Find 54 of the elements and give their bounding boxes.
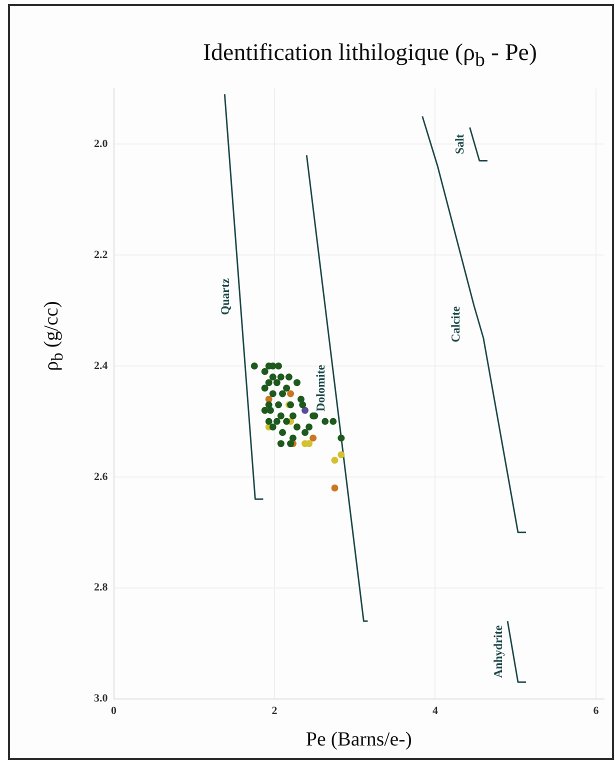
chart-title: Identification lithilogique (ρ$_{b}$ - Pe) <box>202 40 538 72</box>
point <box>261 406 268 414</box>
point <box>266 406 274 414</box>
point <box>275 401 282 408</box>
point <box>269 423 276 430</box>
point <box>277 412 284 420</box>
point <box>261 368 268 376</box>
point <box>250 362 258 370</box>
text: Anhydrite <box>490 624 505 678</box>
point <box>306 423 313 430</box>
point <box>265 379 272 386</box>
point <box>310 434 317 442</box>
point <box>289 434 296 442</box>
text: Dolomite <box>313 364 328 412</box>
point <box>269 374 276 381</box>
x-tick-label: 4 <box>432 705 438 718</box>
y-tick-label: 2.8 <box>94 582 108 594</box>
x-tick-label: 2 <box>272 705 278 718</box>
point <box>322 418 329 425</box>
point <box>273 418 280 425</box>
x-tick-label: 0 <box>111 705 117 718</box>
point <box>283 384 290 392</box>
point <box>331 456 338 464</box>
point <box>293 379 300 386</box>
point <box>338 434 345 442</box>
point <box>299 401 306 408</box>
point <box>279 429 286 436</box>
text: Calcite <box>448 306 462 342</box>
text: Salt <box>452 134 467 154</box>
y-tick-label: 2.4 <box>94 360 108 372</box>
point <box>287 390 294 398</box>
y-tick-label: 3.0 <box>94 692 108 705</box>
point <box>289 412 296 420</box>
y-tick-label: 2.2 <box>94 248 108 261</box>
point <box>275 362 282 370</box>
point <box>338 451 345 458</box>
text: Quartz <box>218 278 232 315</box>
point <box>330 418 337 425</box>
point <box>302 429 309 436</box>
point <box>277 374 284 381</box>
point <box>277 440 284 448</box>
point <box>273 379 280 386</box>
point <box>285 374 292 381</box>
point <box>265 418 272 425</box>
x-tick-label: 6 <box>593 705 600 718</box>
point <box>261 384 268 392</box>
point <box>302 406 309 414</box>
point <box>283 418 290 425</box>
y-tick-label: 2.6 <box>94 470 108 483</box>
point <box>331 484 338 492</box>
point <box>269 390 276 398</box>
point <box>279 390 286 398</box>
y-tick-label: 2.0 <box>94 138 108 150</box>
x-axis-title: Pe (Barns/e-) <box>306 728 412 750</box>
